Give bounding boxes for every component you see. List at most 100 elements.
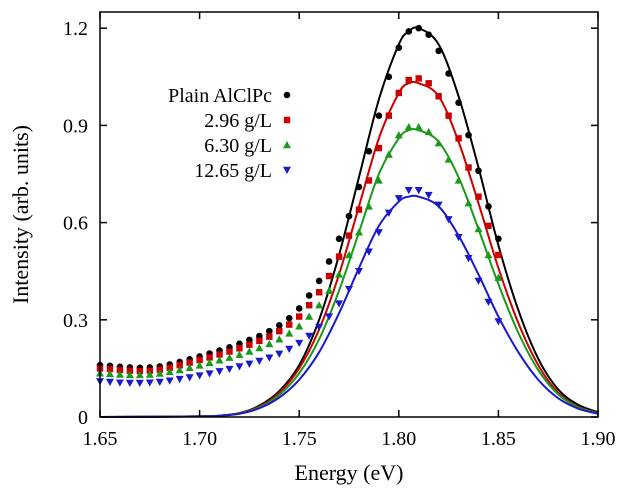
data-point: [434, 201, 443, 209]
data-point: [425, 31, 432, 38]
data-point: [374, 229, 383, 237]
data-point: [394, 195, 403, 203]
data-point: [116, 366, 124, 374]
data-point: [195, 361, 204, 369]
data-point: [394, 131, 403, 139]
data-point: [246, 336, 253, 344]
data-point: [465, 131, 472, 139]
data-point: [424, 127, 433, 136]
data-point: [246, 341, 253, 348]
data-point: [195, 372, 204, 380]
data-point: [404, 123, 413, 131]
data-point: [266, 327, 273, 335]
data-point: [275, 335, 284, 343]
data-point: [495, 235, 502, 243]
data-point: [125, 370, 134, 379]
data-point: [235, 350, 244, 358]
y-axis-title: Intensity (arb. units): [8, 125, 33, 304]
data-point: [374, 176, 383, 184]
data-point: [215, 368, 224, 376]
data-point: [256, 332, 263, 340]
legend: Plain AlClPc 2.96 g/L 6.30 g/L 12.65 g/L: [168, 85, 291, 182]
data-point: [325, 313, 334, 321]
data-point: [175, 375, 184, 384]
data-point: [454, 176, 463, 184]
data-point: [255, 357, 264, 365]
data-point: [345, 212, 353, 220]
series-2: [96, 123, 599, 418]
data-point: [285, 345, 294, 353]
data-point: [354, 228, 363, 236]
data-point: [455, 135, 462, 142]
data-point: [464, 255, 473, 263]
plot-frame: [99, 11, 599, 418]
data-point: [345, 232, 353, 239]
legend-marker: [283, 141, 291, 149]
data-point: [484, 298, 493, 306]
data-point: [415, 24, 423, 32]
data-point: [405, 76, 412, 84]
data-point: [305, 302, 313, 309]
data-point: [405, 28, 413, 35]
y-axis: 0 0.3 0.6 0.9 1.2: [63, 18, 598, 429]
data-point: [155, 378, 164, 387]
data-point: [315, 323, 324, 331]
data-point: [265, 354, 274, 362]
legend-marker: [283, 166, 291, 174]
data-point: [454, 233, 463, 242]
data-point: [216, 351, 223, 358]
data-point: [275, 350, 284, 358]
data-point: [285, 329, 294, 337]
data-point: [106, 365, 114, 373]
data-point: [435, 47, 442, 55]
data-point: [375, 112, 383, 119]
data-point: [295, 322, 304, 330]
data-point: [155, 369, 164, 377]
data-point: [295, 305, 303, 312]
data-point: [475, 167, 482, 175]
data-point: [315, 301, 324, 309]
data-point: [385, 112, 393, 119]
data-point: [186, 359, 193, 366]
data-point: [445, 70, 452, 77]
data-point: [185, 374, 194, 382]
data-point: [404, 187, 413, 195]
data-point: [285, 314, 293, 322]
x-tick-label: 1.90: [581, 428, 616, 450]
data-point: [395, 89, 402, 97]
data-point: [165, 367, 174, 376]
data-point: [196, 356, 203, 364]
data-point: [305, 332, 314, 340]
data-point: [256, 337, 263, 345]
data-point: [296, 313, 303, 320]
legend-label: 6.30 g/L: [204, 135, 272, 157]
data-point: [435, 93, 442, 100]
legend-marker: [283, 116, 291, 124]
x-axis: 1.65 1.70 1.75 1.80 1.85 1.90: [83, 12, 616, 450]
data-point: [424, 191, 433, 200]
y-tick-label: 1.2: [63, 18, 88, 40]
data-point: [364, 202, 373, 210]
data-point: [225, 365, 234, 374]
x-tick-label: 1.80: [381, 428, 416, 450]
data-point: [345, 285, 353, 294]
data-point: [226, 348, 233, 355]
data-point: [455, 99, 462, 107]
data-point: [295, 339, 304, 348]
data-point: [245, 360, 254, 368]
data-point: [494, 273, 503, 281]
data-point: [125, 379, 134, 387]
data-point: [474, 277, 483, 285]
data-point: [235, 363, 244, 371]
series-3: [96, 187, 599, 418]
data-point: [205, 358, 214, 367]
data-point: [325, 272, 333, 280]
data-point: [415, 75, 422, 82]
data-point: [185, 363, 194, 371]
data-point: [265, 340, 274, 348]
legend-label: Plain AlClPc: [168, 85, 272, 107]
fit-line: [99, 128, 599, 418]
data-point: [355, 183, 363, 191]
data-point: [266, 333, 273, 340]
